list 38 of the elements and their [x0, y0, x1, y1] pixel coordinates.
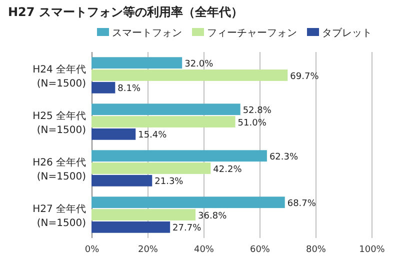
x-tick-label: 60% — [250, 245, 270, 255]
bar — [92, 104, 240, 116]
bar — [92, 116, 236, 128]
y-tick-label: H24 全年代 (N=1500) — [32, 63, 86, 90]
y-tick-label: H27 全年代 (N=1500) — [32, 202, 86, 229]
x-tick-label: 80% — [306, 245, 326, 255]
data-label: 69.7% — [290, 72, 320, 82]
bar — [92, 150, 267, 162]
data-label: 42.2% — [213, 164, 242, 175]
bar — [92, 209, 196, 220]
data-label: 32.0% — [184, 59, 214, 70]
data-label: 51.0% — [238, 118, 267, 128]
data-label: 27.7% — [172, 224, 202, 234]
data-label: 62.3% — [269, 152, 298, 162]
data-label: 21.3% — [154, 177, 184, 188]
data-label: 68.7% — [287, 198, 316, 209]
legend-label: スマートフォン — [112, 28, 182, 39]
data-label: 8.1% — [118, 84, 141, 94]
bar — [92, 82, 116, 94]
data-label: 52.8% — [242, 106, 272, 116]
x-tick-label: 40% — [194, 245, 214, 255]
bar — [92, 196, 285, 208]
bar — [92, 57, 182, 69]
bar — [92, 128, 136, 140]
x-tick-label: 0% — [84, 245, 100, 255]
bar — [92, 70, 288, 81]
chart-title: H27 スマートフォン等の利用率（全年代） — [8, 5, 243, 19]
data-label: 15.4% — [138, 130, 168, 141]
y-tick-label: H25 全年代 (N=1500) — [32, 110, 86, 136]
y-tick-label: H26 全年代 (N=1500) — [32, 156, 86, 182]
legend-label: タブレット — [322, 27, 372, 39]
legend-label: フィーチャーフォン — [207, 28, 297, 39]
x-tick-label: 100% — [359, 245, 386, 255]
x-tick-label: 20% — [138, 245, 158, 255]
bar — [92, 221, 170, 233]
bar — [92, 162, 211, 174]
data-label: 36.8% — [198, 211, 228, 222]
bar — [92, 174, 152, 186]
